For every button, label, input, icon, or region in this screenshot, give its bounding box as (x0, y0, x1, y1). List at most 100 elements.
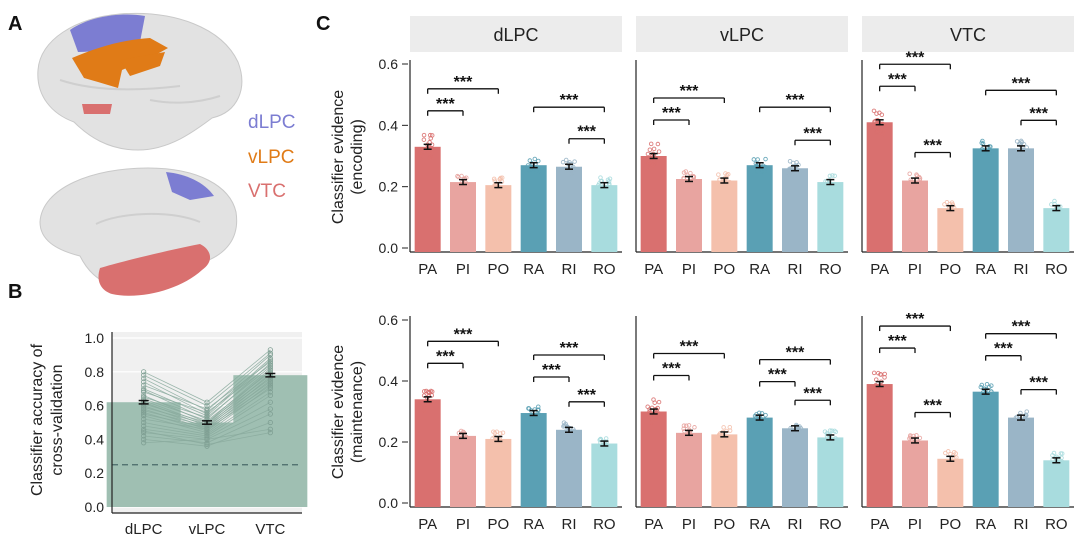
legend-vtc: VTC (248, 181, 286, 202)
panel-c-subject-point (914, 433, 919, 438)
panel-b-subject-point (267, 386, 273, 392)
panel-c-subject-point (1024, 145, 1029, 150)
panel-c-sig-label: *** (888, 333, 907, 350)
panel-b-subject-line (143, 401, 271, 439)
panel-b-subject-line (143, 357, 271, 415)
panel-b-subject-point (267, 382, 273, 388)
panel-c-subject-point (457, 185, 463, 191)
panel-b-subject-line (143, 363, 271, 420)
panel-c-bar-VTC-RI (1008, 148, 1034, 252)
panel-c-bar-vLPC-PA (640, 411, 667, 507)
panel-c-subject-point (760, 169, 765, 174)
panel-c-bar-VTC-PI (902, 180, 928, 252)
panel-c-bar-vLPC-RA (746, 165, 773, 252)
panel-c-subject-point (1058, 463, 1063, 469)
panel-c-subject-point (685, 437, 690, 442)
panel-c-xtick-label: PI (456, 261, 470, 278)
panel-c-sig-label: *** (542, 362, 561, 379)
panel-c-subject-point (536, 158, 541, 164)
panel-b-subject-point (141, 372, 147, 378)
panel-c-bar-vLPC-RO (817, 437, 844, 507)
panel-c-subject-point (498, 441, 504, 447)
panel-b-subject-point (141, 404, 147, 410)
panel-c-subject-point (656, 399, 662, 405)
panel-c-xtick-label: PO (487, 261, 509, 278)
panel-c-subject-point (880, 390, 886, 396)
panel-c-subject-point (882, 375, 887, 380)
encoding-ylabel-line-1: Classifier evidence (330, 90, 347, 224)
panel-c-xtick-label: RA (749, 261, 770, 278)
panel-c-subject-point (653, 161, 658, 166)
panel-b-subject-point (141, 386, 147, 392)
panel-b-subject-point (141, 406, 147, 412)
panel-c-subject-point (953, 451, 958, 456)
panel-b-subject-point (141, 419, 147, 426)
panel-c-subject-point (421, 137, 427, 142)
panel-c-xtick-label: RI (562, 516, 577, 533)
panel-b-subject-point (141, 409, 147, 415)
panel-b-subject-point (267, 364, 273, 370)
panel-c-subject-point (762, 169, 767, 175)
panel-c-bar-vLPC-PI (676, 432, 702, 507)
panel-c-bar-vLPC-RI (782, 168, 808, 252)
panel-b-subject-point (267, 367, 273, 373)
panel-c-subject-point (688, 170, 693, 176)
panel-c-xtick-label: RA (975, 261, 996, 278)
panel-c-xtick-label: PA (644, 516, 663, 533)
panel-c-bar-vLPC-RO (817, 182, 844, 252)
panel-c-subject-point (954, 455, 959, 460)
panel-c-xtick-label: PA (418, 516, 437, 533)
panel-c-subject-point (526, 417, 532, 423)
panel-b-subject-line (143, 354, 271, 412)
panel-c-sig-label: *** (888, 71, 907, 88)
panel-c-subject-point (459, 441, 464, 446)
panel-c-subject-point (875, 388, 881, 393)
panel-c-bar-dLPC-RA (520, 165, 547, 252)
panel-c-subject-point (1055, 211, 1061, 217)
panel-c-subject-point (605, 177, 611, 183)
panel-c-xtick-label: PA (870, 261, 889, 278)
panel-c-subject-point (751, 157, 757, 162)
panel-c-subject-point (560, 159, 566, 165)
panel-c-subject-point (798, 426, 804, 431)
panel-c-xtick-label: RI (562, 261, 577, 278)
panel-c-xtick-label: PI (682, 516, 696, 533)
panel-c-subject-point (527, 168, 532, 174)
panel-c-subject-point (916, 174, 922, 180)
panel-c-subject-point (988, 393, 993, 399)
panel-c-sig-label: *** (906, 49, 925, 66)
panel-c-bar-dLPC-RI (556, 166, 582, 252)
panel-c-subject-point (497, 177, 502, 182)
panel-c-xtick-label: PO (487, 516, 509, 533)
panel-b-subject-point (141, 423, 147, 429)
panel-c-subject-point (793, 431, 799, 436)
panel-c-sig-label: *** (803, 385, 822, 402)
panel-b-subject-point (141, 387, 147, 393)
panel-c-xtick-label: RI (788, 516, 803, 533)
panel-c-subject-point (686, 423, 692, 428)
panel-b-subject-point (141, 379, 147, 385)
panel-c-sig-label: *** (994, 341, 1013, 358)
panel-c-subject-point (917, 444, 922, 450)
panel-c-subject-point (645, 151, 651, 157)
panel-b-subject-point (267, 392, 273, 399)
panel-c-bar-vLPC-PA (640, 156, 667, 252)
panel-c-subject-point (874, 111, 879, 116)
panel-c-subject-point (421, 389, 427, 394)
panel-b-xtick-label: dLPC (125, 521, 163, 538)
panel-c-ytick-label: 0.2 (379, 179, 399, 195)
panel-c-subject-point (953, 463, 958, 469)
panel-c-charts: 0.0 0.2 0.4 0.6 PA PI PO RA RI RO *** *** *** *** PA PI… (379, 49, 1074, 533)
vtc-region-lateral (82, 104, 112, 114)
panel-b-bar-VTC (233, 375, 308, 507)
panel-c-subject-point (691, 177, 697, 182)
panel-c-subject-point (755, 157, 760, 162)
panel-c-subject-point (797, 172, 803, 177)
panel-c-bar-dLPC-PO (485, 438, 512, 507)
panel-c-subject-point (656, 149, 662, 154)
panel-b-subject-line (143, 361, 271, 410)
panel-c-bar-vLPC-PO (711, 180, 738, 252)
panel-c-subject-point (910, 185, 915, 190)
panel-b-subject-point (141, 433, 147, 439)
panel-c-bar-dLPC-PO (485, 185, 512, 252)
